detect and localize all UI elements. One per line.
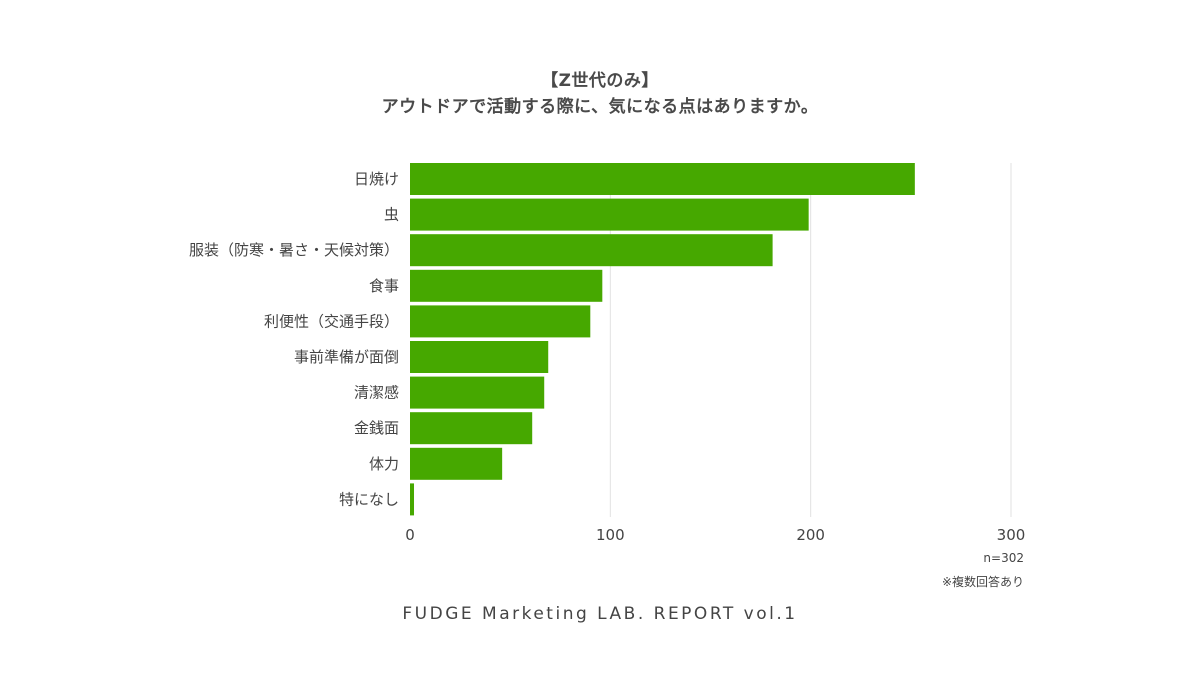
category-label: 清潔感	[354, 384, 399, 402]
bar	[410, 163, 915, 195]
bar	[410, 270, 602, 302]
bar	[410, 234, 773, 266]
category-label: 食事	[369, 277, 399, 295]
bar	[410, 483, 414, 515]
category-label: 日焼け	[354, 170, 399, 188]
category-label: 金銭面	[354, 419, 399, 437]
sample-size-note: n=302	[983, 551, 1024, 565]
category-label: 事前準備が面倒	[294, 348, 399, 366]
bar	[410, 377, 544, 409]
category-label: 服装（防寒・暑さ・天候対策）	[189, 241, 399, 259]
x-tick-label: 0	[405, 526, 415, 544]
bar	[410, 305, 590, 337]
bar	[410, 412, 532, 444]
category-label: 特になし	[339, 490, 399, 508]
category-label: 体力	[369, 455, 399, 473]
category-label: 虫	[384, 206, 399, 224]
bar	[410, 341, 548, 373]
x-tick-label: 200	[796, 526, 825, 544]
bars	[410, 163, 915, 515]
multiple-answers-note: ※複数回答あり	[942, 573, 1024, 590]
x-tick-label: 300	[997, 526, 1026, 544]
bar	[410, 448, 502, 480]
report-footer: FUDGE Marketing LAB. REPORT vol.1	[0, 604, 1200, 624]
x-axis-tick-labels: 0 100 200 300	[405, 526, 1025, 544]
bar	[410, 199, 809, 231]
category-label: 利便性（交通手段）	[264, 312, 399, 330]
x-tick-label: 100	[596, 526, 625, 544]
